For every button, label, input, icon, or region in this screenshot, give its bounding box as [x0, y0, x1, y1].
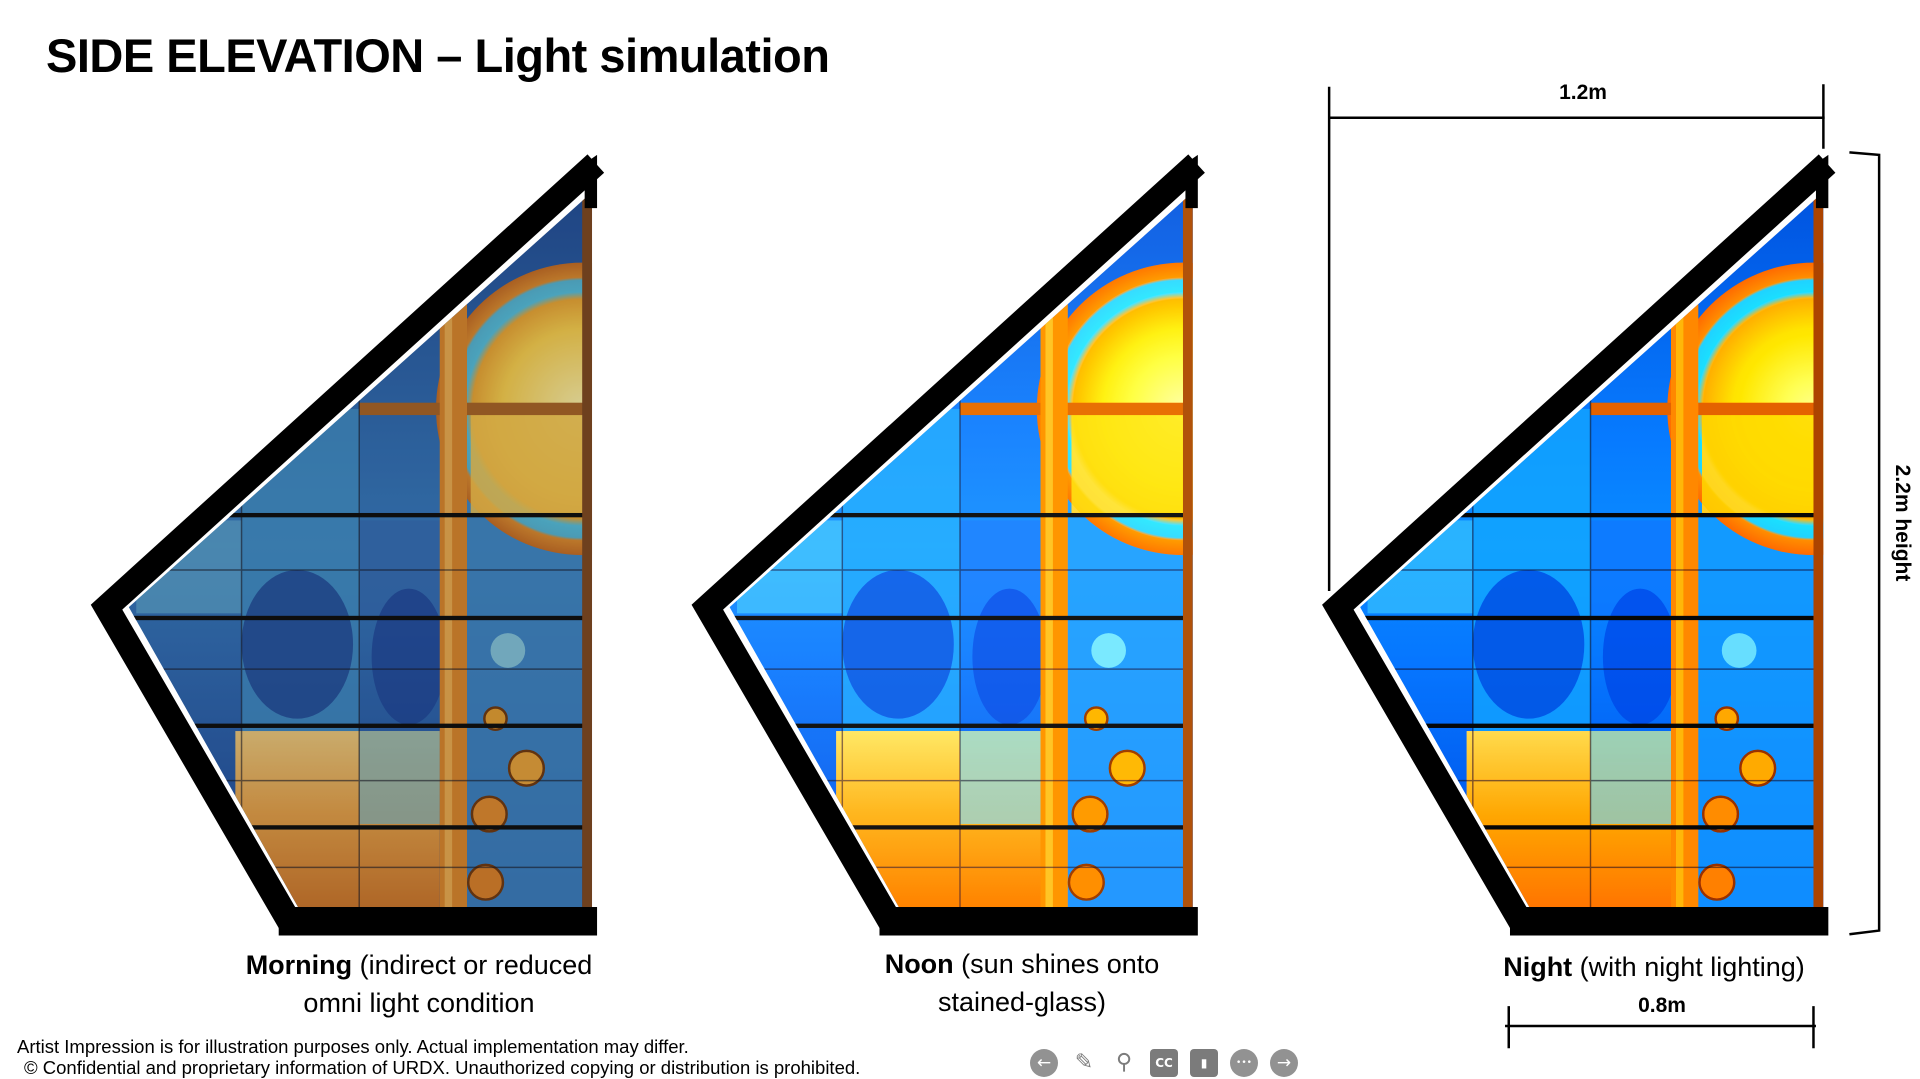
video-icon[interactable]: ▮ — [1190, 1049, 1218, 1077]
caption-noon-line1: (sun shines onto — [953, 949, 1160, 979]
caption-morning: Morning (indirect or reduced omni light … — [246, 946, 593, 1022]
dimension-label-top-width: 1.2m — [1559, 81, 1607, 104]
dimension-label-height: 2.2m height — [1891, 464, 1914, 582]
dimension-bottom-width — [1505, 1006, 1816, 1049]
footer-copyright: © Confidential and proprietary informati… — [24, 1057, 861, 1078]
previous-icon[interactable]: ← — [1030, 1049, 1058, 1077]
caption-night: Night (with night lighting) — [1503, 948, 1805, 986]
more-icon[interactable]: ••• — [1230, 1049, 1258, 1077]
next-icon[interactable]: → — [1270, 1049, 1298, 1077]
caption-noon: Noon (sun shines onto stained-glass) — [885, 945, 1160, 1021]
closed-captions-icon[interactable]: CC — [1150, 1049, 1178, 1077]
window-morning — [107, 155, 729, 936]
caption-morning-line1: (indirect or reduced — [352, 950, 593, 980]
zoom-icon[interactable]: ⚲ — [1115, 1050, 1133, 1075]
dimension-label-bottom-width: 0.8m — [1638, 994, 1686, 1017]
window-noon — [707, 155, 1329, 936]
dimension-height-bracket — [1849, 151, 1881, 936]
page-title: SIDE ELEVATION – Light simulation — [46, 29, 830, 82]
dimension-top-width — [1327, 84, 1825, 592]
pen-icon[interactable]: ✎ — [1074, 1050, 1094, 1075]
caption-night-line1: (with night lighting) — [1572, 952, 1805, 982]
window-night — [1338, 155, 1920, 936]
caption-night-bold: Night — [1503, 952, 1573, 982]
footer-disclaimer: Artist Impression is for illustration pu… — [17, 1036, 689, 1057]
caption-morning-bold: Morning — [245, 950, 353, 980]
caption-noon-bold: Noon — [884, 949, 954, 979]
caption-noon-line2: stained-glass) — [937, 987, 1107, 1017]
caption-morning-line2: omni light condition — [303, 988, 535, 1018]
